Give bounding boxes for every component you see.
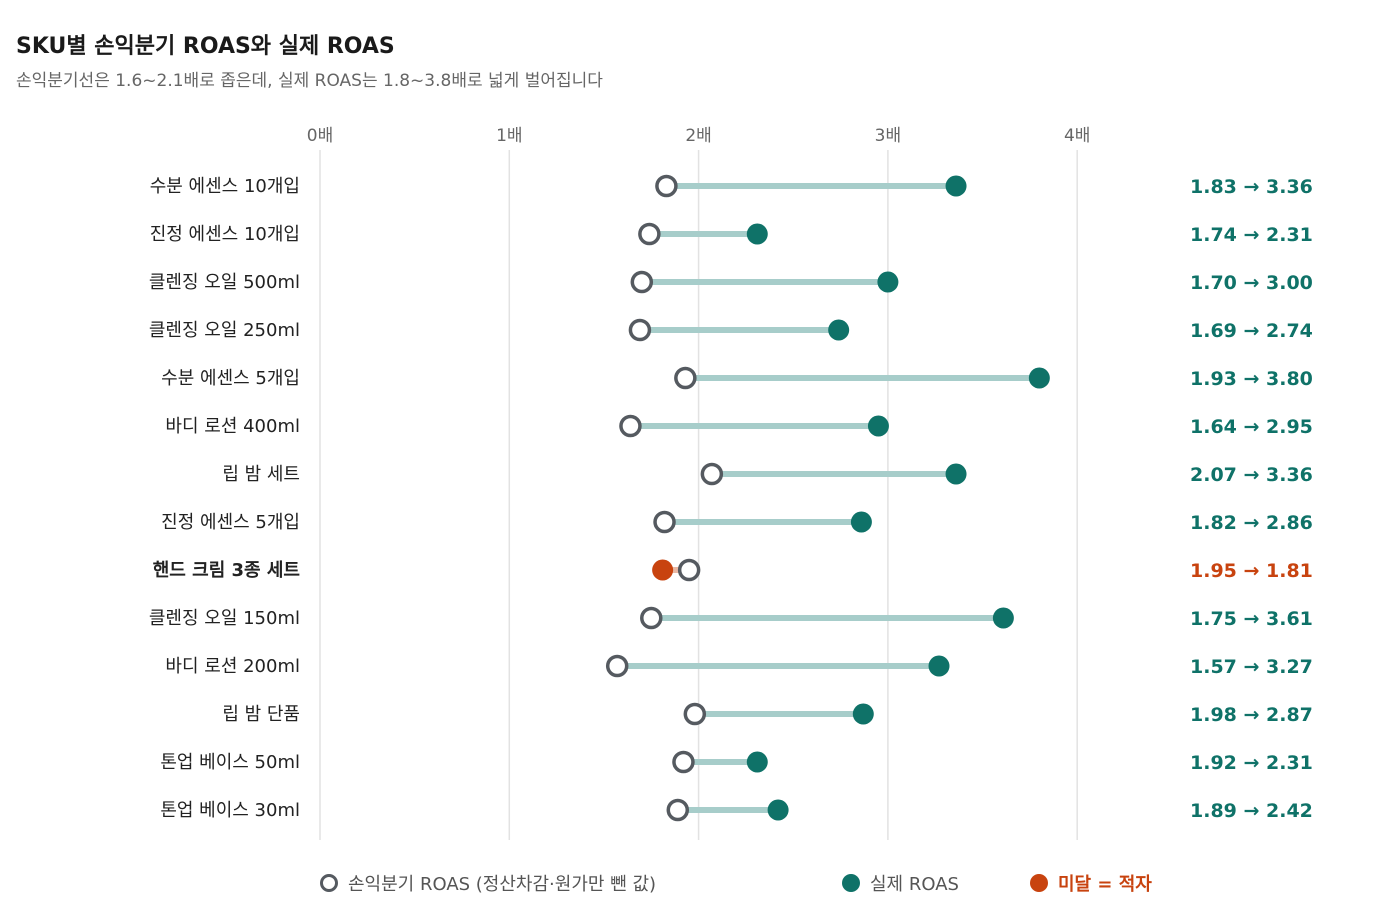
actual-roas-point bbox=[652, 559, 674, 581]
value-label: 1.74 → 2.31 bbox=[1190, 224, 1313, 246]
row-label: 클렌징 오일 150ml bbox=[149, 608, 300, 629]
value-label: 1.82 → 2.86 bbox=[1190, 512, 1313, 534]
actual-roas-point bbox=[928, 655, 950, 677]
legend-deficit: 미달 = 적자 bbox=[1030, 870, 1152, 896]
actual-roas-point bbox=[1028, 367, 1050, 389]
x-tick-label: 1배 bbox=[496, 126, 522, 146]
row-label: 진정 에센스 10개입 bbox=[150, 224, 300, 245]
legend-actual-label: 실제 ROAS bbox=[870, 874, 959, 895]
breakeven-roas-point bbox=[683, 702, 707, 726]
actual-roas-point bbox=[746, 223, 768, 245]
value-label: 1.83 → 3.36 bbox=[1190, 176, 1313, 198]
actual-roas-point bbox=[850, 511, 872, 533]
row-label: 진정 에센스 5개입 bbox=[161, 512, 300, 533]
actual-roas-point bbox=[867, 415, 889, 437]
chart-subtitle: 손익분기선은 1.6~2.1배로 좁은데, 실제 ROAS는 1.8~3.8배로… bbox=[16, 71, 603, 91]
x-tick-label: 2배 bbox=[685, 126, 711, 146]
legend-deficit-label: 미달 = 적자 bbox=[1058, 874, 1152, 895]
row-label: 핸드 크림 3종 세트 bbox=[153, 560, 300, 581]
row-label: 수분 에센스 10개입 bbox=[150, 176, 300, 197]
x-tick-label: 0배 bbox=[307, 126, 333, 146]
chart-title: SKU별 손익분기 ROAS와 실제 ROAS bbox=[16, 34, 395, 59]
actual-roas-point bbox=[828, 319, 850, 341]
row-label: 바디 로션 200ml bbox=[165, 656, 300, 677]
legend-actual: 실제 ROAS bbox=[842, 870, 959, 896]
value-label: 1.98 → 2.87 bbox=[1190, 704, 1313, 726]
breakeven-roas-point bbox=[677, 558, 701, 582]
breakeven-roas-point bbox=[653, 510, 676, 534]
actual-roas-point bbox=[767, 799, 789, 821]
breakeven-roas-point bbox=[619, 414, 642, 438]
actual-roas-point bbox=[852, 703, 874, 725]
value-label: 1.70 → 3.00 bbox=[1190, 272, 1313, 294]
breakeven-roas-point bbox=[638, 222, 661, 246]
x-tick-label: 3배 bbox=[875, 126, 901, 146]
value-label: 1.93 → 3.80 bbox=[1190, 368, 1313, 390]
value-label: 1.92 → 2.31 bbox=[1190, 752, 1313, 774]
row-label: 립 밤 단품 bbox=[222, 704, 300, 725]
filled-circle-icon bbox=[842, 874, 860, 892]
value-label: 1.69 → 2.74 bbox=[1190, 320, 1313, 342]
actual-roas-point bbox=[992, 607, 1014, 629]
breakeven-roas-point bbox=[655, 174, 678, 198]
actual-roas-point bbox=[945, 463, 967, 485]
breakeven-roas-point bbox=[628, 318, 652, 342]
legend-breakeven-label: 손익분기 ROAS (정산차감·원가만 뺀 값) bbox=[348, 874, 657, 895]
breakeven-roas-point bbox=[640, 606, 663, 630]
row-label: 바디 로션 400ml bbox=[165, 416, 300, 437]
hollow-circle-icon bbox=[320, 874, 338, 892]
row-label: 톤업 베이스 50ml bbox=[160, 752, 300, 773]
deficit-circle-icon bbox=[1030, 874, 1048, 892]
row-label: 클렌징 오일 500ml bbox=[149, 272, 300, 293]
breakeven-roas-point bbox=[630, 270, 654, 294]
value-label: 1.95 → 1.81 bbox=[1190, 560, 1313, 582]
value-label: 1.64 → 2.95 bbox=[1190, 416, 1313, 438]
x-tick-label: 4배 bbox=[1064, 126, 1090, 146]
row-label: 립 밤 세트 bbox=[222, 464, 300, 485]
actual-roas-point bbox=[945, 175, 967, 197]
breakeven-roas-point bbox=[605, 654, 629, 678]
value-label: 1.57 → 3.27 bbox=[1190, 656, 1313, 678]
value-label: 2.07 → 3.36 bbox=[1190, 464, 1313, 486]
value-label: 1.75 → 3.61 bbox=[1190, 608, 1313, 630]
breakeven-roas-point bbox=[700, 462, 724, 486]
actual-roas-point bbox=[877, 271, 899, 293]
row-label: 수분 에센스 5개입 bbox=[161, 368, 300, 389]
breakeven-roas-point bbox=[674, 366, 697, 390]
row-label: 클렌징 오일 250ml bbox=[149, 320, 300, 341]
actual-roas-point bbox=[746, 751, 768, 773]
breakeven-roas-point bbox=[672, 750, 695, 774]
value-label: 1.89 → 2.42 bbox=[1190, 800, 1313, 822]
legend-breakeven: 손익분기 ROAS (정산차감·원가만 뺀 값) bbox=[320, 870, 656, 896]
breakeven-roas-point bbox=[666, 798, 690, 822]
row-label: 톤업 베이스 30ml bbox=[160, 800, 300, 821]
